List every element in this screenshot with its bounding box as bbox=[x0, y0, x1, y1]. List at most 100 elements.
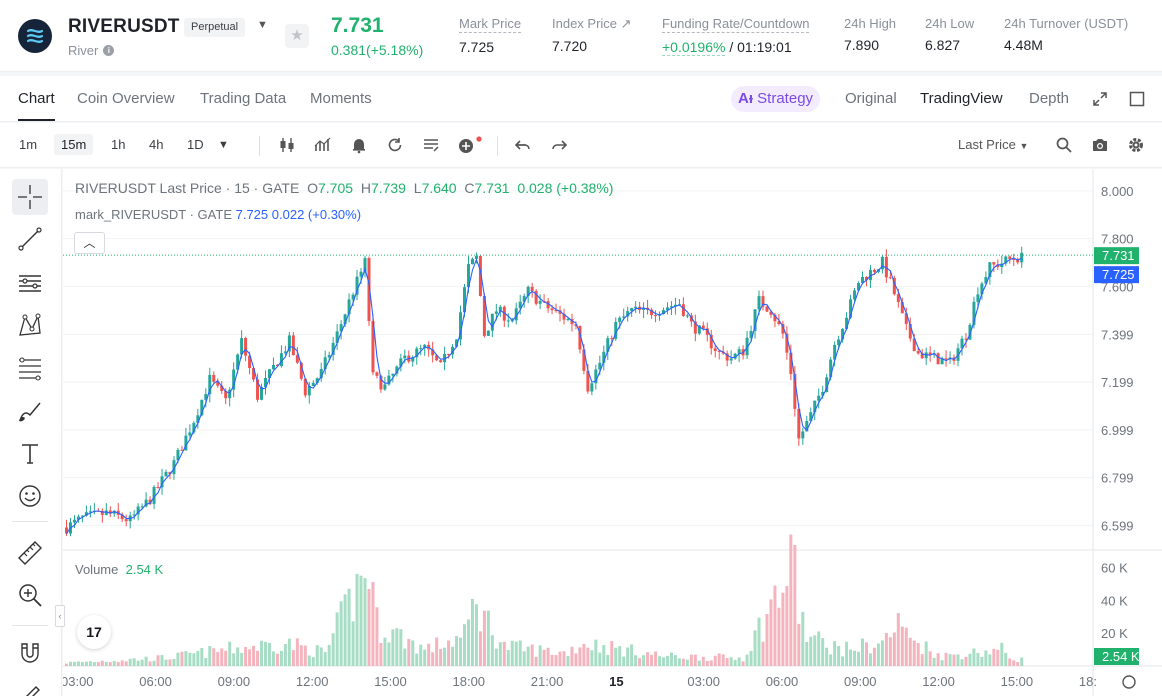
time-axis-label: 09:00 bbox=[218, 674, 251, 689]
tab-chart[interactable]: Chart bbox=[18, 90, 55, 121]
candle-body bbox=[526, 286, 530, 297]
volume-bar bbox=[825, 647, 829, 666]
candle-body bbox=[582, 349, 586, 371]
volume-bar bbox=[375, 607, 379, 666]
stat-mark-price: Mark Price 7.725 bbox=[459, 16, 522, 55]
symbol-name[interactable]: RIVERUSDT bbox=[68, 16, 180, 37]
volume-bar bbox=[120, 660, 124, 666]
candle-body bbox=[84, 512, 88, 516]
fullscreen-icon[interactable] bbox=[1092, 91, 1108, 112]
volume-bar bbox=[717, 653, 721, 666]
volume-bar bbox=[100, 660, 104, 666]
candle-body bbox=[833, 344, 837, 360]
candle-body bbox=[104, 510, 108, 515]
volume-bar bbox=[884, 632, 888, 666]
candle-body bbox=[797, 408, 801, 439]
price-chart-canvas[interactable]: 8.000 7.800 7.600 7.399 7.199 6.999 6.799 6.599… bbox=[63, 169, 1162, 696]
candle-body bbox=[240, 338, 244, 355]
candle-type-icon[interactable] bbox=[278, 136, 296, 154]
gear-icon[interactable] bbox=[1127, 136, 1145, 154]
trend-line-icon[interactable] bbox=[12, 221, 48, 257]
candle-body bbox=[928, 352, 932, 355]
timeframe-1h[interactable]: 1h bbox=[111, 137, 126, 152]
text-tool-icon[interactable] bbox=[12, 435, 48, 471]
volume-bar bbox=[463, 624, 466, 666]
tab-trading-data[interactable]: Trading Data bbox=[200, 90, 287, 107]
camera-icon[interactable] bbox=[1091, 136, 1109, 154]
candle-body bbox=[936, 353, 940, 365]
ruler-icon[interactable] bbox=[12, 535, 48, 571]
window-icon[interactable] bbox=[1129, 91, 1145, 112]
time-axis-label: 15 bbox=[609, 674, 623, 689]
indicators-icon[interactable] bbox=[314, 136, 332, 154]
add-indicator-icon[interactable] bbox=[458, 136, 482, 154]
candle-body bbox=[793, 374, 797, 409]
undo-icon[interactable] bbox=[514, 136, 532, 154]
horizontal-lines-icon[interactable] bbox=[12, 265, 48, 301]
timeframe-4h[interactable]: 4h bbox=[149, 137, 164, 152]
volume-bar bbox=[757, 617, 761, 666]
tab-moments[interactable]: Moments bbox=[310, 90, 372, 107]
strategy-button[interactable]: Aᵻ Strategy bbox=[731, 86, 821, 112]
view-depth[interactable]: Depth bbox=[1029, 90, 1070, 107]
volume-bar bbox=[669, 652, 673, 666]
candle-body bbox=[777, 321, 781, 325]
collapse-legend-button[interactable]: ︿ bbox=[74, 232, 105, 254]
volume-bar bbox=[677, 658, 681, 666]
symbol-dropdown-icon[interactable]: ▼ bbox=[257, 19, 268, 31]
legend-close-key: C bbox=[460, 180, 475, 196]
main-series-legend: RIVERUSDT Last Price · 15 · GATE O7.705 … bbox=[75, 180, 613, 196]
magnet-icon[interactable] bbox=[12, 635, 48, 671]
chart-area[interactable]: 8.000 7.800 7.600 7.399 7.199 6.999 6.799 6.599… bbox=[55, 169, 1162, 696]
crosshair-icon[interactable] bbox=[12, 179, 48, 215]
alert-icon[interactable] bbox=[350, 136, 368, 154]
tab-coin-overview[interactable]: Coin Overview bbox=[77, 90, 175, 107]
fib-retracement-icon[interactable] bbox=[12, 350, 48, 386]
pattern-tool-icon[interactable] bbox=[12, 307, 48, 343]
volume-bar bbox=[650, 654, 654, 666]
replay-icon[interactable] bbox=[386, 136, 404, 154]
search-icon[interactable] bbox=[1055, 136, 1073, 154]
timeframe-1m[interactable]: 1m bbox=[19, 137, 38, 152]
candle-body bbox=[733, 353, 737, 359]
candle-body bbox=[463, 287, 466, 313]
price-source-select[interactable]: Last Price ▼ bbox=[958, 137, 1028, 152]
stat-label[interactable]: Mark Price bbox=[459, 16, 522, 33]
volume-bar bbox=[769, 599, 773, 666]
volume-tag: 2.54 K bbox=[1102, 649, 1140, 664]
ai-icon: Aᵻ bbox=[738, 90, 753, 107]
timeframe-15m[interactable]: 15m bbox=[54, 134, 94, 155]
volume-bar bbox=[924, 641, 928, 666]
volume-bar bbox=[630, 644, 634, 666]
toolbar-divider bbox=[497, 136, 498, 156]
toolbar-collapse-handle[interactable]: ‹ bbox=[55, 605, 65, 627]
volume-bar bbox=[518, 640, 522, 666]
time-axis-label: 06:00 bbox=[139, 674, 172, 689]
favorite-star-icon[interactable]: ★ bbox=[285, 24, 309, 48]
volume-bar bbox=[427, 643, 431, 666]
volume-bar bbox=[283, 643, 287, 666]
volume-bar bbox=[610, 641, 614, 666]
volume-bar bbox=[733, 660, 737, 666]
stat-label[interactable]: Funding Rate/Countdown bbox=[662, 16, 810, 33]
candle-body bbox=[184, 435, 188, 451]
pencil-lock-icon[interactable] bbox=[12, 675, 48, 696]
candle-body bbox=[415, 348, 419, 358]
volume-bar bbox=[554, 655, 558, 666]
stat-label[interactable]: Index Price ↗ bbox=[552, 16, 632, 31]
timeframe-1d[interactable]: 1D bbox=[187, 137, 204, 152]
redo-icon[interactable] bbox=[550, 136, 568, 154]
info-icon[interactable]: i bbox=[103, 45, 115, 56]
stat-value: 7.890 bbox=[844, 37, 880, 53]
candle-body bbox=[980, 283, 984, 295]
volume-bar bbox=[196, 651, 200, 666]
timeframe-dropdown-icon[interactable]: ▼ bbox=[218, 139, 229, 151]
emoji-icon[interactable] bbox=[12, 478, 48, 514]
zoom-in-icon[interactable] bbox=[12, 577, 48, 613]
view-original[interactable]: Original bbox=[845, 90, 897, 107]
volume-bar bbox=[813, 635, 817, 666]
templates-icon[interactable] bbox=[422, 136, 440, 154]
brush-icon[interactable] bbox=[12, 393, 48, 429]
volume-bar bbox=[709, 660, 713, 666]
view-tradingview[interactable]: TradingView bbox=[920, 90, 1003, 107]
